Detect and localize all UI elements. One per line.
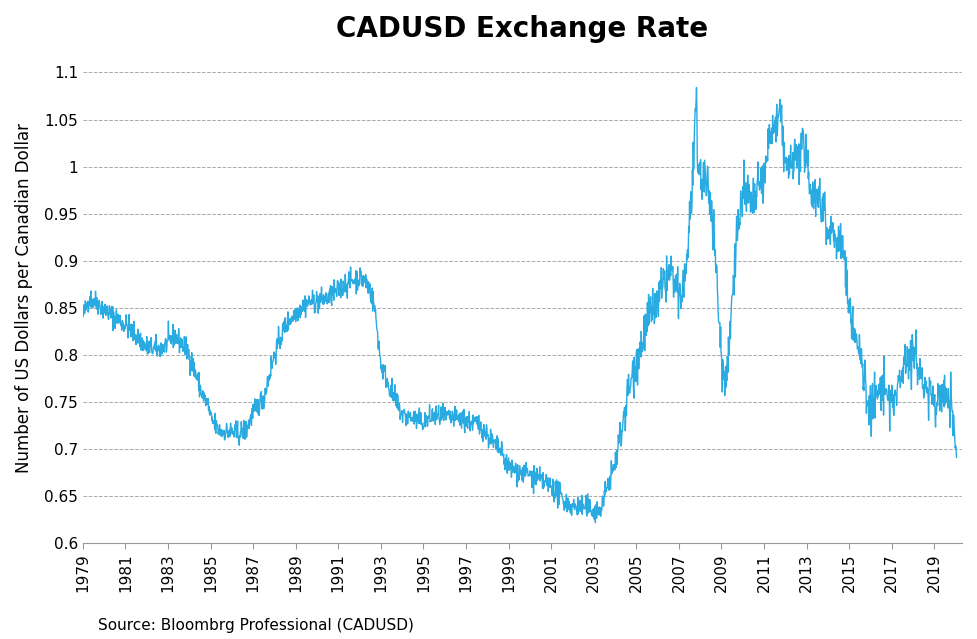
Text: Source: Bloombrg Professional (CADUSD): Source: Bloombrg Professional (CADUSD) <box>98 618 413 633</box>
Title: CADUSD Exchange Rate: CADUSD Exchange Rate <box>336 15 708 43</box>
Y-axis label: Number of US Dollars per Canadian Dollar: Number of US Dollars per Canadian Dollar <box>15 123 33 473</box>
